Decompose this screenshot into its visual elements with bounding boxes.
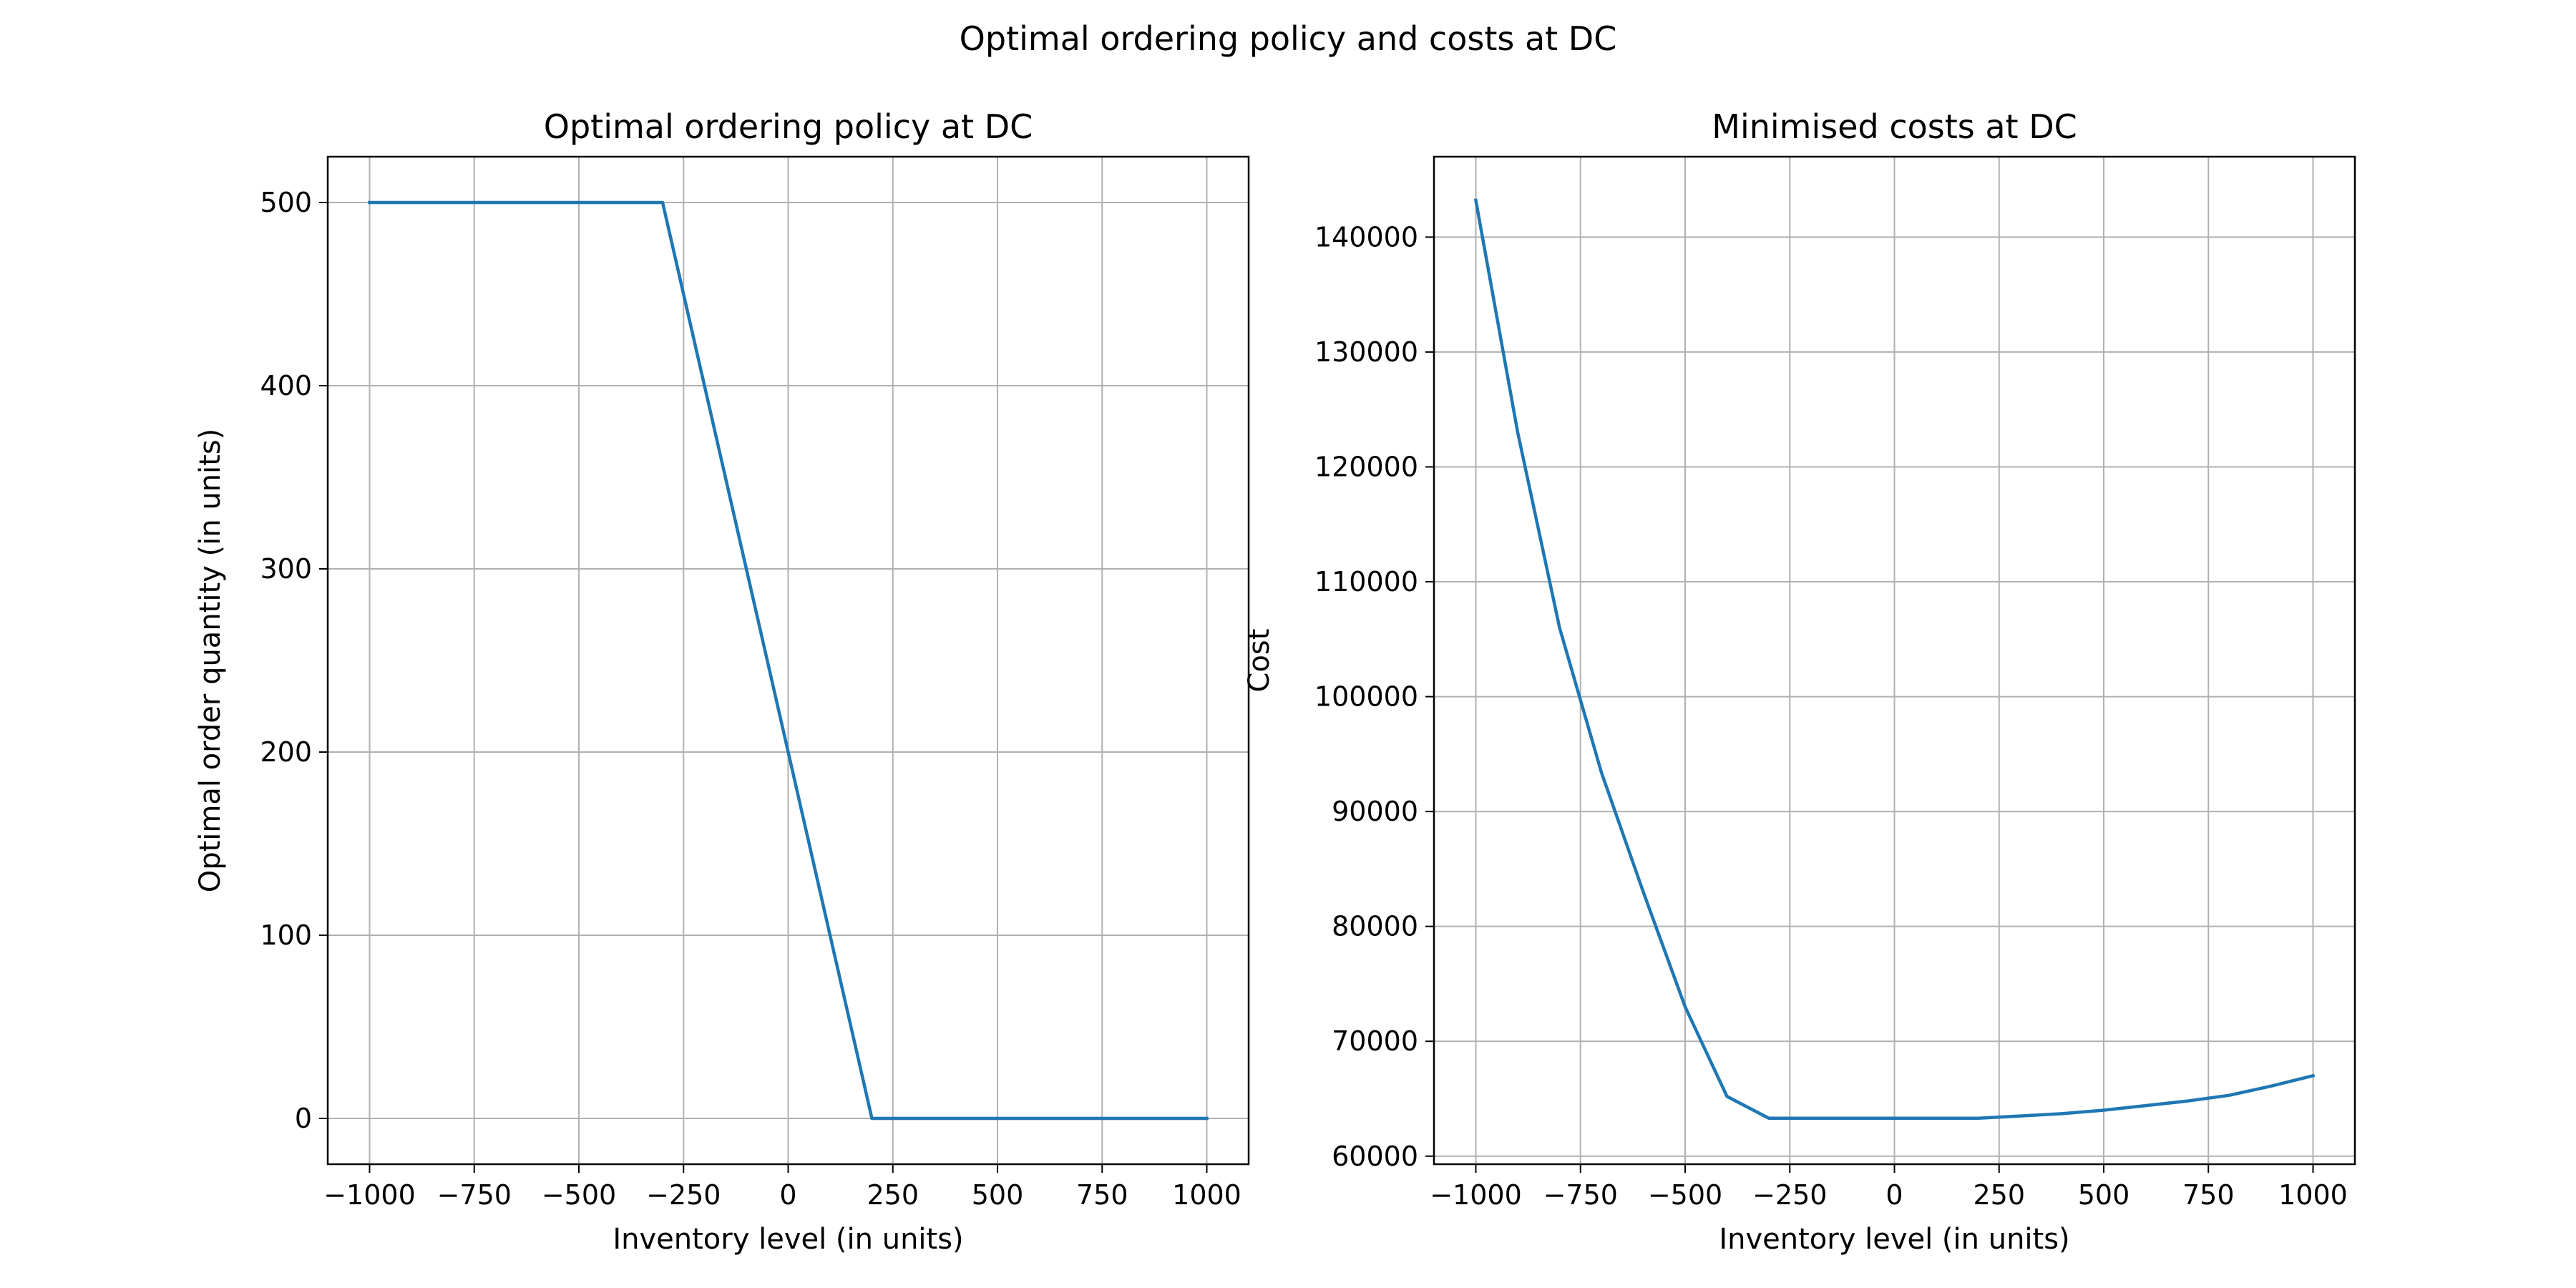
policy-x-tick-label: 500 <box>972 1179 1024 1211</box>
policy-y-tick-label: 400 <box>260 370 312 401</box>
policy-y-tick-label: 200 <box>260 736 312 768</box>
cost-x-tick-label: 250 <box>1973 1179 2025 1211</box>
policy-y-tick-label: 500 <box>260 187 312 218</box>
cost-x-tick-label: 1000 <box>2278 1179 2348 1211</box>
cost-x-tick-label: 0 <box>1885 1179 1903 1211</box>
cost-y-tick-label: 70000 <box>1332 1025 1418 1057</box>
policy-x-tick-label: 250 <box>867 1179 919 1211</box>
cost-x-tick-label: −500 <box>1648 1179 1722 1211</box>
cost-x-tick-label: −250 <box>1752 1179 1827 1211</box>
cost-y-tick-label: 60000 <box>1332 1141 1418 1172</box>
policy-x-tick-label: −250 <box>646 1179 721 1211</box>
policy-x-axis-label: Inventory level (in units) <box>613 1223 963 1256</box>
cost-y-axis-label: Cost <box>1243 629 1276 693</box>
policy-x-tick-label: −1000 <box>323 1179 416 1211</box>
policy-series-line <box>368 200 1209 1121</box>
cost-y-tick-label: 110000 <box>1314 566 1418 597</box>
policy-x-tick-label: 1000 <box>1172 1179 1241 1211</box>
policy-y-tick-label: 300 <box>260 553 312 585</box>
policy-x-tick-label: −500 <box>542 1179 616 1211</box>
cost-x-tick-label: −750 <box>1543 1179 1618 1211</box>
cost-y-tick-label: 140000 <box>1314 221 1418 253</box>
cost-chart-panel: −1000 −750 −500 −250 0 250 500 750 1000 60000 7000… <box>1243 107 2356 1256</box>
cost-x-tick-label: 750 <box>2182 1179 2235 1211</box>
cost-y-tick-label: 130000 <box>1314 336 1418 368</box>
policy-y-axis-label: Optimal order quantity (in units) <box>194 429 227 893</box>
cost-y-tick-label: 100000 <box>1314 681 1418 713</box>
cost-x-axis-label: Inventory level (in units) <box>1719 1223 2069 1256</box>
figure-suptitle: Optimal ordering policy and costs at DC <box>960 19 1617 58</box>
cost-y-tick-label: 80000 <box>1332 911 1418 942</box>
policy-y-tick-label: 100 <box>260 919 312 951</box>
policy-x-tick-label: 0 <box>779 1179 796 1211</box>
policy-x-tick-label: 750 <box>1076 1179 1128 1211</box>
policy-chart-title: Optimal ordering policy at DC <box>544 107 1033 146</box>
cost-series-line <box>1473 198 2316 1121</box>
policy-x-tick-label: −750 <box>437 1179 512 1211</box>
cost-chart-title: Minimised costs at DC <box>1712 107 2077 146</box>
policy-chart-panel: −1000 −750 −500 −250 0 250 500 750 1000 0 100 200 30… <box>194 107 1250 1256</box>
cost-x-tick-label: −1000 <box>1430 1179 1522 1211</box>
cost-y-tick-label: 120000 <box>1314 451 1418 482</box>
cost-y-tick-label: 90000 <box>1332 796 1418 827</box>
cost-x-tick-label: 500 <box>2078 1179 2130 1211</box>
policy-y-tick-label: 0 <box>295 1103 312 1134</box>
